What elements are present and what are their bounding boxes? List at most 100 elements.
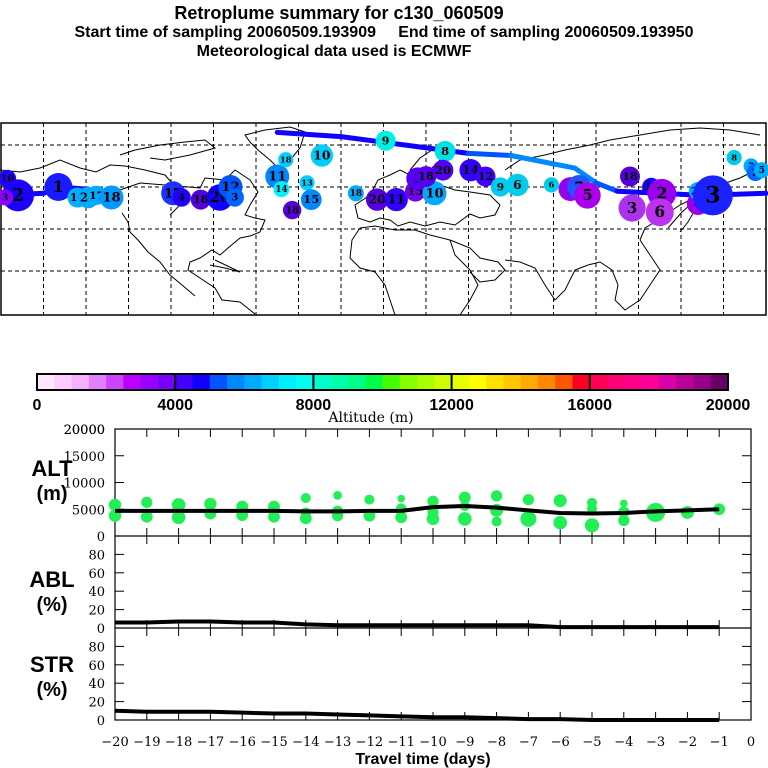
colorbar-cell	[54, 374, 73, 390]
colorbar-tick-label: 4000	[157, 397, 193, 414]
cluster-label: 18	[350, 189, 362, 199]
colorbar-cell	[537, 374, 556, 390]
alt-cluster-point	[397, 494, 406, 503]
y-tick-label: 0	[97, 622, 105, 637]
cluster-marker: 18	[190, 189, 211, 210]
colorbar-cell	[710, 374, 729, 390]
axis-ticks: 0500010000150002000020000020406080020406…	[64, 423, 756, 750]
cluster-label: 6	[513, 177, 522, 192]
sampling-times: Start time of sampling 20060509.193909 E…	[74, 24, 694, 41]
y-tick-label: 20	[88, 696, 105, 711]
cluster-label: 18	[285, 204, 299, 216]
cluster-marker: 10	[422, 181, 447, 206]
alt-cluster-point	[141, 496, 153, 508]
alt-cluster-point	[553, 494, 567, 508]
colorbar-tick-label: 8000	[296, 397, 332, 414]
cluster-marker: 18	[282, 200, 302, 220]
cluster-marker: 15	[300, 189, 322, 211]
alt-cluster-point	[520, 510, 537, 527]
colorbar-cell	[468, 374, 487, 390]
cluster-circle	[282, 200, 302, 220]
cluster-label: 2	[12, 185, 24, 206]
cluster-circle	[415, 166, 437, 187]
colorbar-cell	[261, 374, 280, 390]
cluster-label: 18	[622, 170, 638, 183]
cluster-label: 14	[275, 185, 287, 195]
cluster-marker: 18	[415, 166, 437, 187]
alt-cluster-point	[395, 511, 408, 524]
cluster-markers: 2311920171817418201231114181315181098182…	[0, 130, 768, 227]
trajectory-segment	[593, 180, 620, 194]
cluster-label: 20	[435, 163, 451, 177]
colorbar-title: Altitude (m)	[327, 410, 413, 426]
colorbar-cell	[313, 374, 332, 390]
cluster-circle	[490, 177, 510, 197]
alt-cluster-point	[587, 503, 597, 514]
coast-west-north-america	[121, 212, 196, 297]
cluster-circle	[434, 140, 456, 162]
cluster-label: 3	[627, 199, 637, 217]
cluster-label: 18	[193, 193, 209, 206]
cluster-label: 6	[654, 203, 665, 221]
coast-canadian-arctic	[119, 139, 217, 161]
cluster-marker: 8	[434, 140, 456, 162]
series-line-alt	[115, 504, 720, 516]
map-gridlines	[1, 123, 766, 315]
colorbar-cell	[106, 374, 124, 390]
colorbar-cell	[365, 374, 383, 390]
colorbar-cell	[589, 374, 608, 390]
cluster-label: 3	[2, 193, 8, 203]
alt-cluster-point	[491, 490, 503, 502]
alt-cluster-point	[458, 491, 471, 504]
series-line-str	[114, 708, 720, 722]
colorbar-cell	[555, 374, 574, 390]
panels-frame	[114, 428, 752, 721]
cluster-label: 10	[313, 147, 330, 162]
cluster-label: 18	[418, 169, 434, 183]
cluster-circle	[44, 173, 73, 201]
alt-cluster-point	[618, 514, 630, 527]
x-tick-label: 0	[747, 735, 755, 750]
x-tick-label: −15	[260, 735, 287, 750]
cluster-circle	[645, 198, 674, 227]
time-series-panels: 0500010000150002000020000020406080020406…	[29, 423, 755, 768]
cluster-label: 8	[731, 152, 737, 162]
colorbar-cell	[451, 374, 470, 390]
y-tick-label: 20000	[64, 423, 105, 438]
x-tick-label: −17	[197, 735, 224, 750]
cluster-marker: 5	[574, 182, 601, 209]
y-tick-label: 0	[97, 530, 105, 545]
cluster-marker: 8	[726, 150, 742, 166]
colorbar-cell	[278, 374, 297, 390]
cluster-circle	[172, 188, 191, 207]
colorbar-ticks: 0 4000 8000 12000 16000 20000	[33, 374, 750, 414]
x-tick-label: −8	[487, 735, 506, 750]
coast-siberia	[504, 127, 761, 171]
colorbar-cell	[71, 374, 90, 390]
x-tick-label: −20	[101, 735, 128, 750]
cluster-marker: 18	[620, 166, 640, 187]
altitude-colorbar: 0 4000 8000 12000 16000 20000 Altitude (m)	[33, 373, 750, 426]
x-tick-label: −10	[419, 735, 446, 750]
cluster-circle	[347, 185, 364, 202]
alt-cluster-point	[522, 494, 535, 506]
colorbar-cell	[192, 374, 211, 390]
cluster-circle	[278, 152, 294, 168]
cluster-circle	[225, 188, 244, 207]
cluster-circle	[0, 169, 17, 188]
cluster-label: 11	[387, 193, 405, 208]
coast-europe	[354, 169, 501, 227]
x-tick-label: −16	[228, 735, 255, 750]
colorbar-cell	[434, 374, 453, 390]
str-panel-label: STR	[30, 652, 74, 677]
cluster-circle	[432, 159, 454, 181]
cluster-circle	[618, 194, 646, 222]
colorbar-cell	[244, 374, 263, 390]
colorbar-tick-label: 16000	[568, 397, 613, 414]
alt-panel-unit: (m)	[36, 483, 67, 505]
alt-cluster-point	[140, 510, 153, 523]
str-panel-unit: (%)	[36, 679, 67, 701]
cluster-circle	[574, 182, 601, 209]
cluster-circle	[543, 177, 559, 193]
trajectory-segment	[466, 150, 514, 158]
